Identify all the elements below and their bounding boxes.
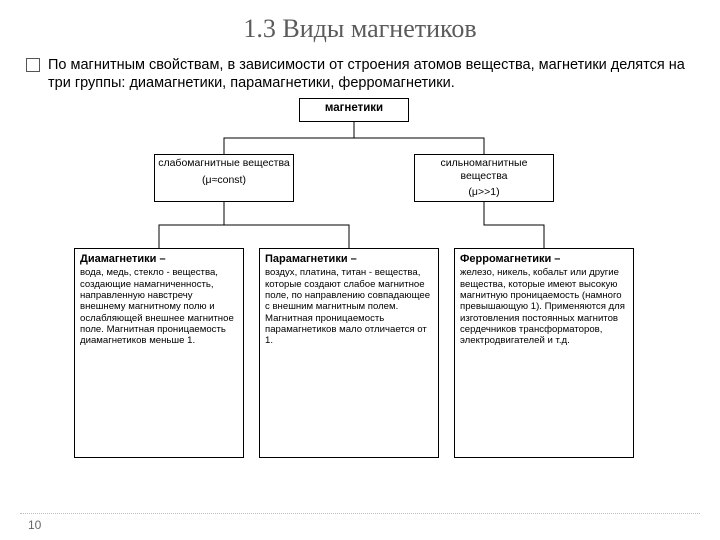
intro-text: По магнитным свойствам, в зависимости от…	[48, 56, 694, 92]
footer-rule	[20, 513, 700, 514]
page-number: 10	[28, 518, 41, 532]
node-strong-title: сильномагнитные вещества	[415, 155, 553, 184]
node-weak-sub: (μ≈const)	[155, 172, 293, 189]
bullet-icon	[26, 58, 40, 72]
node-dia-title: Диамагнетики –	[80, 253, 238, 265]
node-ferro: Ферромагнетики – железо, никель, кобальт…	[454, 248, 634, 458]
node-weak-title: слабомагнитные вещества	[155, 155, 293, 172]
node-dia-body: вода, медь, стекло - вещества, создающие…	[80, 267, 238, 346]
node-ferro-body: железо, никель, кобальт или другие вещес…	[460, 267, 628, 346]
node-strong-sub: (μ>>1)	[415, 184, 553, 201]
node-root: магнетики	[299, 98, 409, 122]
intro-row: По магнитным свойствам, в зависимости от…	[26, 56, 694, 92]
node-strong: сильномагнитные вещества (μ>>1)	[414, 154, 554, 202]
node-para: Парамагнетики – воздух, платина, титан -…	[259, 248, 439, 458]
diagram: магнетики слабомагнитные вещества (μ≈con…	[74, 98, 634, 478]
node-weak: слабомагнитные вещества (μ≈const)	[154, 154, 294, 202]
node-dia: Диамагнетики – вода, медь, стекло - веще…	[74, 248, 244, 458]
node-para-title: Парамагнетики –	[265, 253, 433, 265]
slide-title: 1.3 Виды магнетиков	[26, 14, 694, 44]
node-ferro-title: Ферромагнетики –	[460, 253, 628, 265]
node-para-body: воздух, платина, титан - вещества, котор…	[265, 267, 433, 346]
node-root-title: магнетики	[300, 99, 408, 117]
slide: 1.3 Виды магнетиков По магнитным свойств…	[0, 0, 720, 540]
